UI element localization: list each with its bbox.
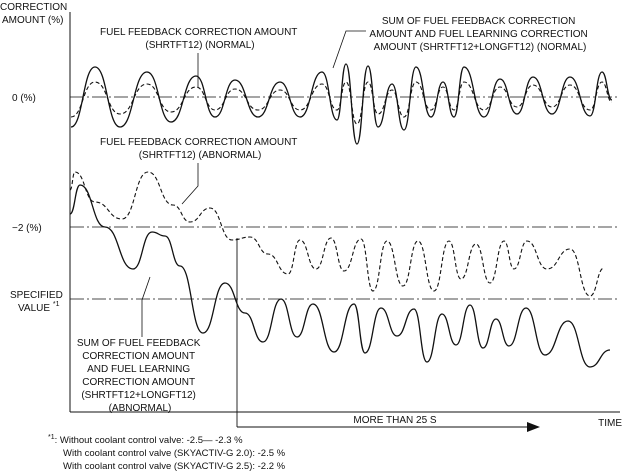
y-axis-title: CORRECTION AMOUNT (%) xyxy=(0,2,70,26)
tick-label-specified-value: SPECIFIED VALUE *1 xyxy=(10,290,66,314)
footnote-line: With coolant control valve (SKYACTIV-G 2… xyxy=(63,448,286,459)
footnote-line: *1: Without coolant control valve: -2.5—… xyxy=(48,434,243,446)
label-line: AMOUNT (SHRTFT12+LONGFT12) (NORMAL) xyxy=(374,42,587,53)
label-shrtft-abnormal: FUEL FEEDBACK CORRECTION AMOUNT (SHRTFT1… xyxy=(100,137,300,161)
label-line: (SHRTFT12) (ABNORMAL) xyxy=(139,150,262,161)
leader-sum-abnormal xyxy=(141,276,151,337)
duration-label: MORE THAN 25 S xyxy=(353,415,436,426)
leader-shrtft-abnormal xyxy=(181,163,199,205)
label-line: FUEL FEEDBACK CORRECTION AMOUNT xyxy=(100,27,297,38)
specified-line: VALUE xyxy=(18,303,50,314)
leader-sum-normal xyxy=(332,30,366,69)
label-line: CORRECTION AMOUNT xyxy=(82,351,195,362)
label-line: AND FUEL LEARNING xyxy=(87,364,190,375)
duration-arrow-head xyxy=(527,422,540,432)
y-axis-title-line: CORRECTION xyxy=(0,2,67,13)
label-line: (ABNORMAL) xyxy=(109,403,172,414)
specified-superscript: *1 xyxy=(53,301,60,308)
footnote-marker: *1 xyxy=(48,434,55,441)
footnote-text: : Without coolant control valve: -2.5— -… xyxy=(55,435,244,446)
label-line: AMOUNT AND FUEL LEARNING CORRECTION xyxy=(369,29,587,40)
sum-normal-curve xyxy=(70,63,613,145)
tick-label-zero: 0 (%) xyxy=(12,93,36,104)
shrtft-normal-curve xyxy=(70,81,613,125)
label-line: (SHRTFT12) (NORMAL) xyxy=(145,40,254,51)
label-line: SUM OF FUEL FEEDBACK xyxy=(77,338,201,349)
label-line: FUEL FEEDBACK CORRECTION AMOUNT xyxy=(100,137,297,148)
footnote-line: With coolant control valve (SKYACTIV-G 2… xyxy=(63,461,286,472)
label-line: SUM OF FUEL FEEDBACK CORRECTION xyxy=(382,16,576,27)
y-axis-title-line: AMOUNT (%) xyxy=(2,15,63,26)
x-axis-title: TIME xyxy=(598,418,622,429)
label-line: (SHRTFT12+LONGFT12) xyxy=(81,390,196,401)
label-shrtft-normal: FUEL FEEDBACK CORRECTION AMOUNT (SHRTFT1… xyxy=(100,27,300,51)
shrtft-abnormal-curve xyxy=(69,171,605,297)
tick-label-minus-two: −2 (%) xyxy=(12,223,42,234)
specified-line: SPECIFIED xyxy=(10,290,63,301)
label-line: CORRECTION AMOUNT xyxy=(82,377,195,388)
label-sum-normal: SUM OF FUEL FEEDBACK CORRECTION AMOUNT A… xyxy=(369,16,590,53)
label-sum-abnormal: SUM OF FUEL FEEDBACK CORRECTION AMOUNT A… xyxy=(77,338,203,414)
sum-abnormal-curve xyxy=(69,184,611,368)
